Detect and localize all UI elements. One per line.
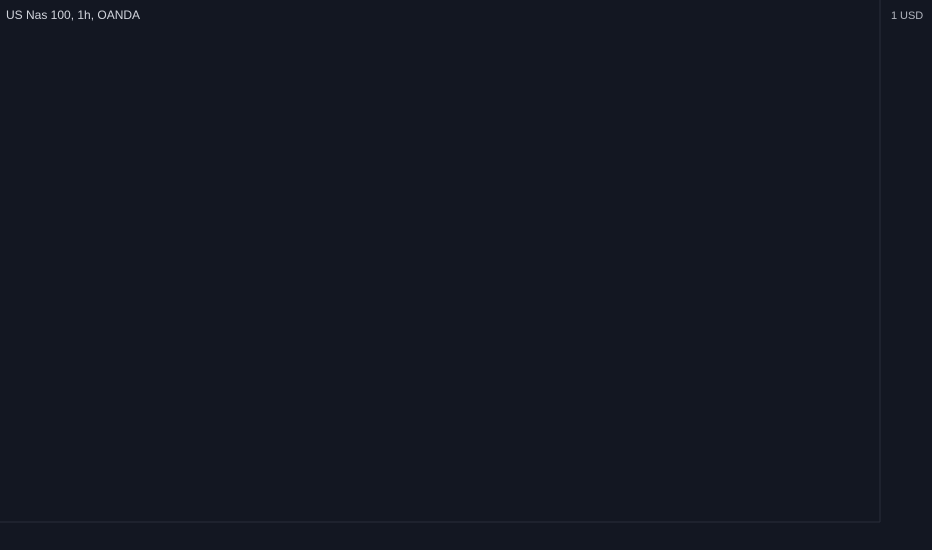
currency[interactable]: USD (900, 10, 923, 22)
scale-multiplier[interactable]: 1 (891, 10, 897, 22)
symbol-header[interactable]: US Nas 100, 1h, OANDA (6, 8, 140, 22)
